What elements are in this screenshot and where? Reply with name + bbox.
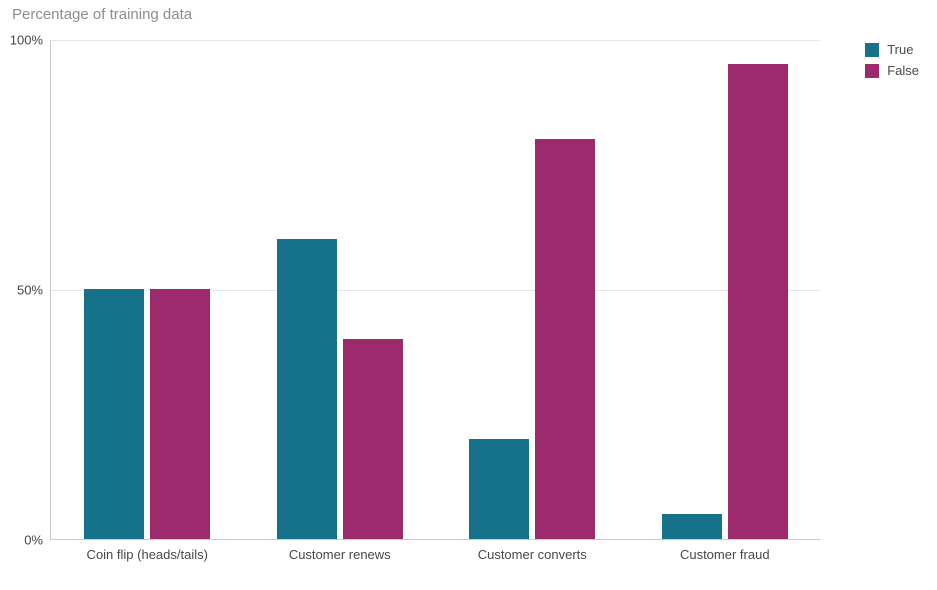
- chart-title: Percentage of training data: [12, 6, 192, 23]
- y-tick-label: 0%: [24, 533, 51, 548]
- bar-true: [662, 514, 722, 539]
- y-tick-label: 100%: [10, 33, 51, 48]
- y-tick-label: 50%: [17, 283, 51, 298]
- legend-swatch: [865, 43, 879, 57]
- bar-false: [343, 339, 403, 539]
- legend: True False: [865, 42, 919, 84]
- bar-true: [469, 439, 529, 539]
- legend-label: False: [887, 63, 919, 78]
- legend-swatch: [865, 64, 879, 78]
- x-tick-label: Customer fraud: [680, 539, 770, 562]
- legend-item: False: [865, 63, 919, 78]
- legend-item: True: [865, 42, 919, 57]
- bar-true: [277, 239, 337, 539]
- bar-true: [84, 289, 144, 539]
- bar-false: [150, 289, 210, 539]
- x-tick-label: Customer renews: [289, 539, 391, 562]
- bar-false: [535, 139, 595, 539]
- bar-false: [728, 64, 788, 539]
- x-tick-label: Coin flip (heads/tails): [87, 539, 208, 562]
- legend-label: True: [887, 42, 913, 57]
- x-tick-label: Customer converts: [478, 539, 587, 562]
- plot-area: 0%50%100%Coin flip (heads/tails)Customer…: [50, 40, 820, 540]
- training-data-chart: Percentage of training data 0%50%100%Coi…: [0, 0, 937, 590]
- gridline: [51, 40, 820, 41]
